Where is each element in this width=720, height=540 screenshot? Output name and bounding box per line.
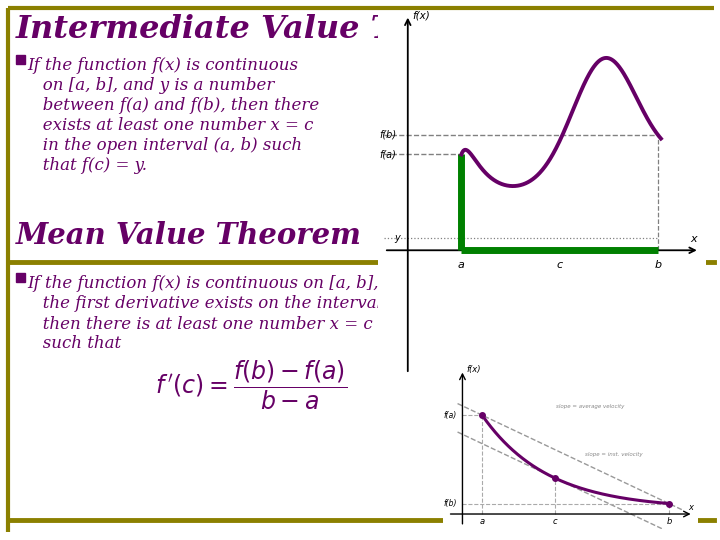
Text: b: b (666, 517, 672, 525)
Text: f(x): f(x) (413, 11, 431, 21)
Text: exists at least one number x = c: exists at least one number x = c (27, 117, 313, 134)
Text: such that: such that (27, 335, 121, 352)
Text: x: x (688, 503, 693, 512)
Text: c: c (557, 260, 563, 270)
Text: f(a): f(a) (444, 411, 457, 420)
Text: b: b (654, 260, 662, 270)
Bar (16, 55, 25, 64)
Text: then there is at least one number x = c in (a, b): then there is at least one number x = c … (27, 315, 444, 332)
Text: between f(a) and f(b), then there: between f(a) and f(b), then there (27, 97, 319, 114)
Text: If the function f(x) is continuous on [a, b],  AND: If the function f(x) is continuous on [a… (27, 275, 429, 292)
Text: c: c (552, 517, 557, 525)
Text: x: x (690, 234, 698, 244)
Bar (16, 273, 25, 282)
Text: f(b): f(b) (444, 499, 457, 508)
Text: the first derivative exists on the interval (a, b),: the first derivative exists on the inter… (27, 295, 436, 312)
Text: slope = inst. velocity: slope = inst. velocity (585, 452, 643, 457)
Text: $f\,'(c) = \dfrac{f(b)-f(a)}{b-a}$: $f\,'(c) = \dfrac{f(b)-f(a)}{b-a}$ (155, 359, 347, 411)
Text: a: a (480, 517, 485, 525)
Text: f(x): f(x) (467, 365, 481, 374)
Text: Mean Value Theorem: Mean Value Theorem (16, 220, 362, 249)
Text: a: a (458, 260, 465, 270)
Text: Intermediate Value Theorem: Intermediate Value Theorem (16, 15, 531, 45)
Text: y: y (395, 233, 400, 244)
Text: f(a): f(a) (379, 150, 396, 159)
Text: in the open interval (a, b) such: in the open interval (a, b) such (27, 137, 302, 154)
Text: If the function f(x) is continuous: If the function f(x) is continuous (27, 57, 298, 74)
Text: that f(c) = y.: that f(c) = y. (27, 157, 147, 174)
Text: f(b): f(b) (379, 130, 396, 140)
Text: slope = average velocity: slope = average velocity (556, 404, 624, 409)
Text: on [a, b], and y is a number: on [a, b], and y is a number (27, 77, 274, 94)
